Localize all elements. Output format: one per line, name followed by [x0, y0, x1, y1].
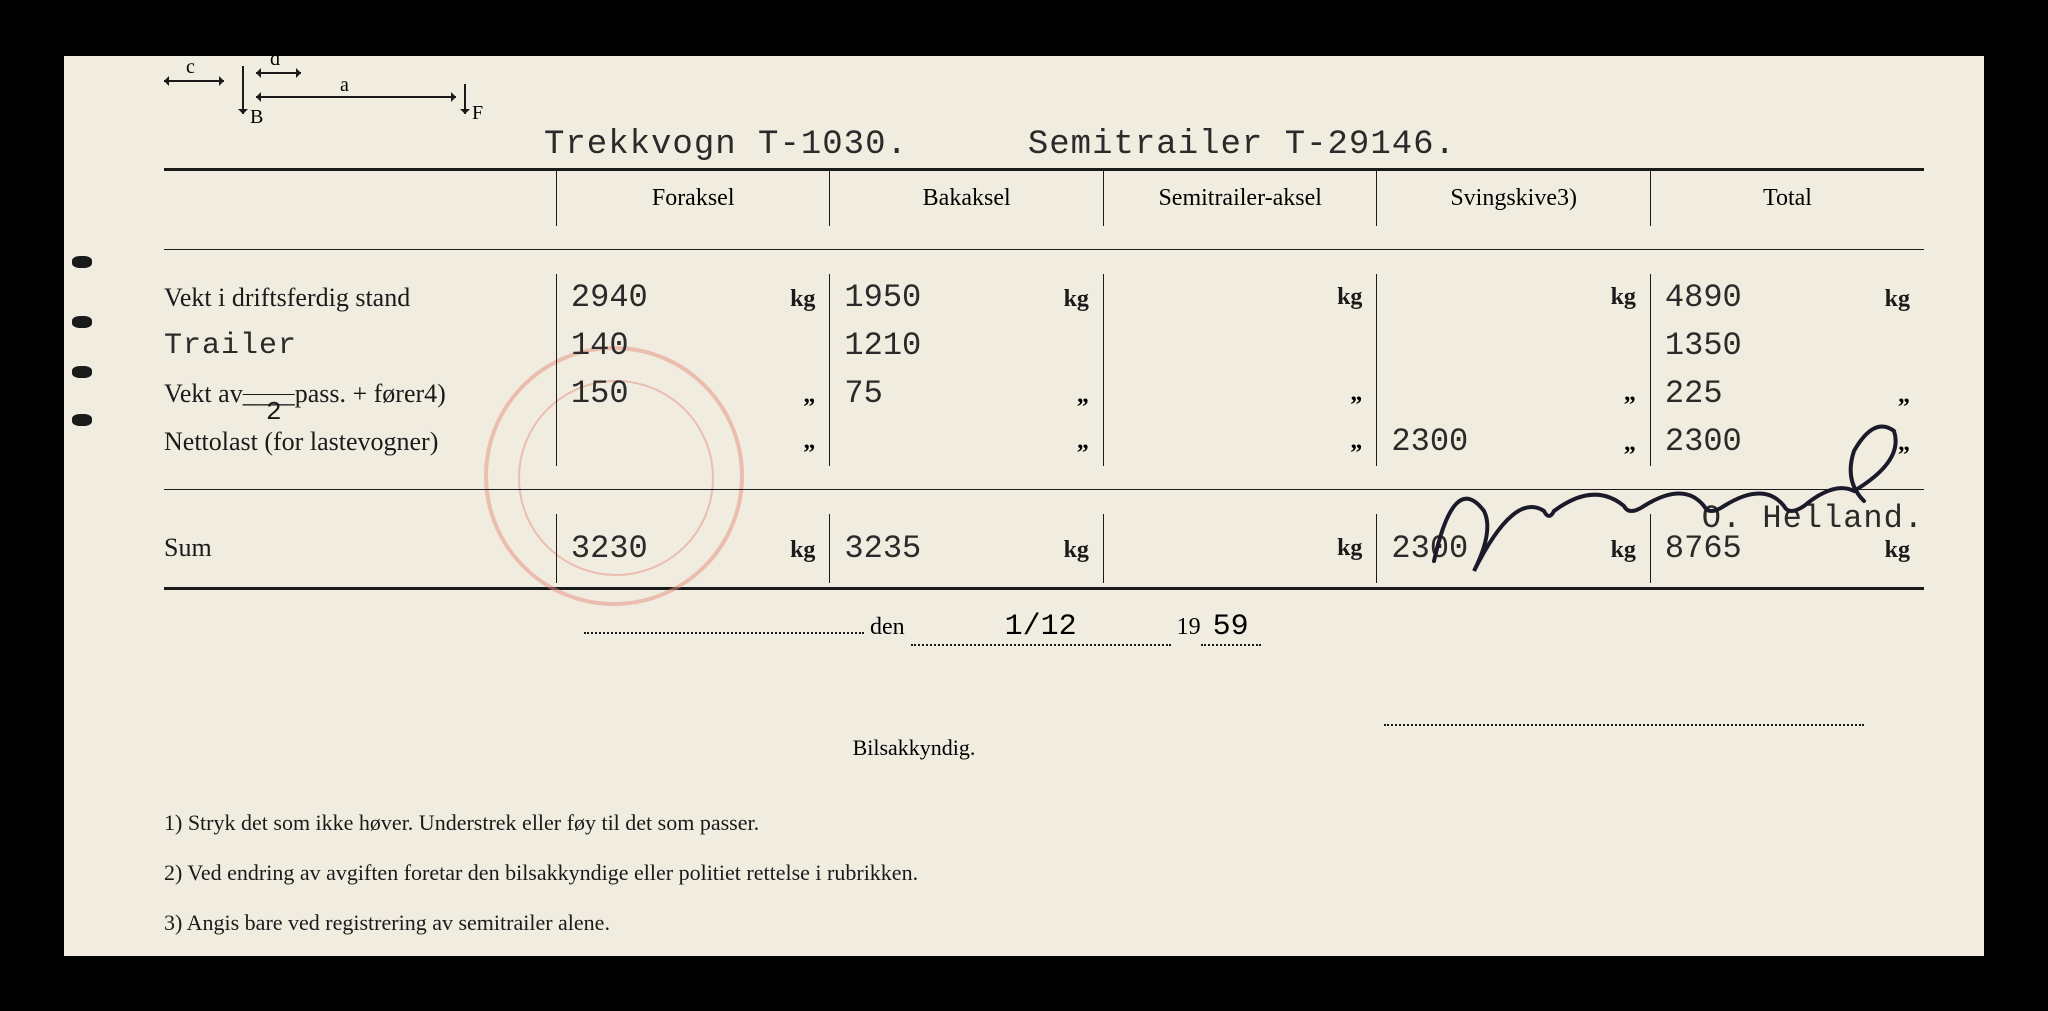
footnote: 2) Ved endring av avgiften foretar den b…: [164, 851, 1924, 895]
ditto-mark: „: [1077, 382, 1089, 409]
col-header: Semitrailer-aksel: [1103, 171, 1377, 226]
cell-unit: kg: [790, 537, 815, 564]
ditto-mark: „: [1350, 380, 1362, 407]
cell-value: 225: [1665, 375, 1723, 412]
cell-value: 1350: [1665, 327, 1742, 364]
cell-value: 1210: [844, 327, 921, 364]
year-field: 59: [1201, 610, 1261, 646]
cell-value: 3235: [844, 530, 921, 567]
document-page: c d a B F Trekkvogn T-1030. Semitrailer …: [64, 56, 1984, 956]
semitrailer-title: Semitrailer T-29146.: [1028, 126, 1456, 164]
cell-value: 150: [571, 375, 629, 412]
signature-role: Bilsakkyndig.: [164, 735, 1864, 761]
footnote: 4) Hver person regnes til 75 kg inkl. ba…: [164, 951, 1924, 956]
col-header: Svingskive3): [1377, 171, 1651, 226]
col-header: Total: [1650, 171, 1924, 226]
footnote: 3) Angis bare ved registrering av semitr…: [164, 901, 1924, 945]
cell-value: 140: [571, 327, 629, 364]
cell-value: 75: [844, 375, 882, 412]
cell-unit: kg: [1337, 284, 1362, 311]
date-line: den 1/12 1959: [164, 610, 1924, 646]
ditto-mark: „: [803, 428, 815, 455]
row-label: Vekt i driftsferdig stand: [164, 283, 410, 312]
col-header: [164, 171, 556, 226]
ditto-mark: „: [1898, 382, 1910, 409]
punch-hole: [72, 366, 92, 378]
passenger-count: 2: [266, 397, 282, 427]
date-field: 1/12: [911, 610, 1171, 646]
row-label: Trailer: [164, 329, 297, 363]
header-row: Trekkvogn T-1030. Semitrailer T-29146.: [164, 126, 1924, 164]
row-label: Sum: [164, 533, 212, 562]
cell-unit: kg: [790, 286, 815, 313]
ditto-mark: „: [1350, 428, 1362, 455]
col-header: Bakaksel: [830, 171, 1104, 226]
punch-hole: [72, 256, 92, 268]
year-prefix: 19: [1177, 614, 1201, 640]
col-header: Foraksel: [556, 171, 830, 226]
trekkvogn-title: Trekkvogn T-1030.: [544, 126, 908, 164]
cell-unit: kg: [1885, 286, 1910, 313]
footnotes: 1) Stryk det som ikke høver. Understrek …: [164, 801, 1924, 956]
punch-hole: [72, 414, 92, 426]
place-field: [584, 632, 864, 634]
cell-value: 3230: [571, 530, 648, 567]
punch-hole: [72, 316, 92, 328]
cell-unit: kg: [1611, 284, 1636, 311]
cell-unit: kg: [1337, 535, 1362, 562]
axle-diagram: c d a B F: [164, 66, 484, 131]
footnote: 1) Stryk det som ikke høver. Understrek …: [164, 801, 1924, 845]
cell-value: 1950: [844, 279, 921, 316]
ditto-mark: „: [1077, 428, 1089, 455]
cell-value: 2940: [571, 279, 648, 316]
den-label: den: [870, 614, 905, 640]
table-header-row: Foraksel Bakaksel Semitrailer-aksel Svin…: [164, 171, 1924, 226]
diagram-label: F: [472, 102, 483, 125]
diagram-label: a: [340, 74, 349, 97]
table-row: Vekt i driftsferdig stand 2940kg 1950kg …: [164, 274, 1924, 322]
row-label: Nettolast (for lastevogner): [164, 427, 438, 456]
ditto-mark: „: [1624, 380, 1636, 407]
diagram-label: c: [186, 56, 195, 79]
table-row: Trailer 140 1210 1350: [164, 322, 1924, 370]
row-label: Vekt av____pass. + fører4) 2: [164, 379, 446, 408]
cell-value: 4890: [1665, 279, 1742, 316]
cell-unit: kg: [1064, 537, 1089, 564]
ditto-mark: „: [803, 382, 815, 409]
diagram-label: d: [270, 56, 280, 71]
cell-unit: kg: [1064, 286, 1089, 313]
signature-scribble: [1394, 411, 1934, 591]
signature-area: Bilsakkyndig.: [164, 656, 1924, 761]
